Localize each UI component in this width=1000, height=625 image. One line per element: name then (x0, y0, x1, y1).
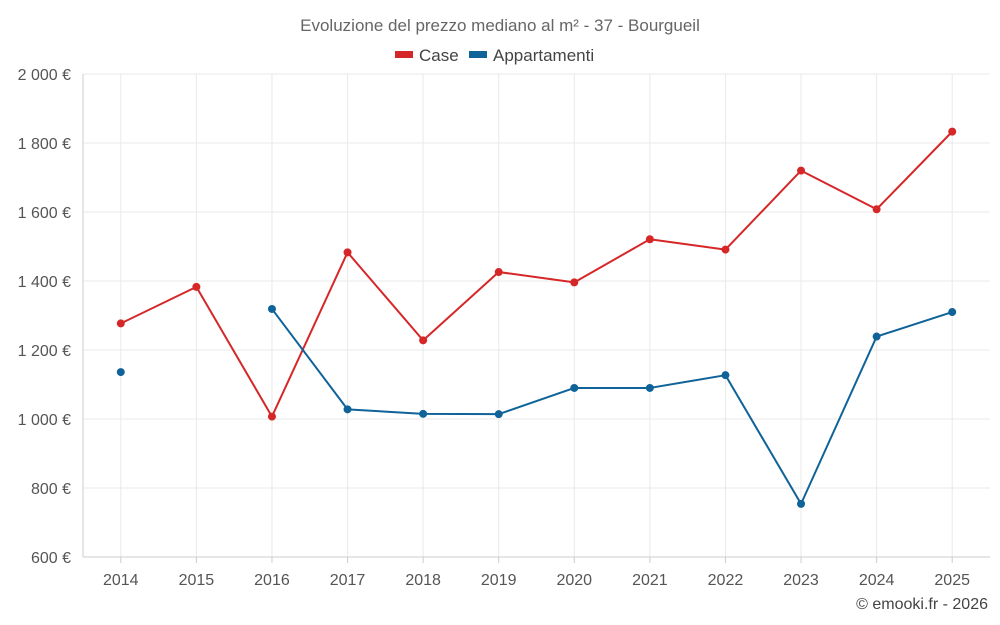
data-point-appartamenti[interactable] (948, 308, 957, 317)
x-tick-label: 2019 (481, 572, 517, 589)
data-point-appartamenti[interactable] (116, 368, 125, 377)
x-tick-label: 2023 (783, 572, 819, 589)
x-tick-label: 2024 (859, 572, 895, 589)
data-point-case[interactable] (797, 166, 806, 175)
credit-text: © emooki.fr - 2026 (856, 596, 988, 613)
grid (83, 73, 990, 558)
data-point-appartamenti[interactable] (721, 371, 730, 380)
data-point-case[interactable] (721, 245, 730, 254)
series-line-appartamenti (271, 308, 953, 505)
y-tick-label: 600 € (31, 550, 71, 567)
data-point-appartamenti[interactable] (419, 409, 428, 418)
x-tick-label: 2014 (103, 572, 139, 589)
data-point-case[interactable] (645, 235, 654, 244)
x-tick-label: 2025 (934, 572, 970, 589)
y-tick-label: 1 800 € (18, 136, 71, 153)
y-tick-label: 1 200 € (18, 343, 71, 360)
x-tick-label: 2021 (632, 572, 668, 589)
legend-swatch-appartamenti (469, 51, 487, 58)
legend-swatch-case (395, 51, 413, 58)
data-point-appartamenti[interactable] (872, 332, 881, 341)
axes (82, 74, 990, 563)
y-tick-label: 1 400 € (18, 274, 71, 291)
x-tick-label: 2020 (556, 572, 592, 589)
data-point-appartamenti[interactable] (494, 410, 503, 419)
legend-label-case[interactable]: Case (419, 46, 459, 65)
data-point-case[interactable] (192, 282, 201, 291)
data-point-case[interactable] (570, 278, 579, 287)
x-axis-ticks: 2014 2015 2016 2017 2018 2019 2020 2021 2022 2023… (103, 572, 970, 589)
x-tick-label: 2022 (708, 572, 744, 589)
data-point-case[interactable] (872, 205, 881, 214)
y-tick-label: 800 € (31, 481, 71, 498)
data-point-case[interactable] (494, 268, 503, 277)
x-tick-label: 2018 (405, 572, 441, 589)
series (116, 127, 957, 508)
legend-label-appartamenti[interactable]: Appartamenti (493, 46, 594, 65)
y-axis-ticks: 600 € 800 € 1 000 € 1 200 € 1 400 € 1 600 € 1 … (18, 67, 71, 567)
y-tick-label: 1 000 € (18, 412, 71, 429)
data-point-appartamenti[interactable] (570, 383, 579, 392)
y-tick-label: 1 600 € (18, 205, 71, 222)
x-tick-label: 2017 (330, 572, 366, 589)
x-tick-label: 2015 (179, 572, 215, 589)
legend[interactable]: Case Appartamenti (395, 46, 594, 65)
data-point-case[interactable] (267, 412, 276, 421)
series-case (116, 127, 957, 421)
data-point-case[interactable] (116, 319, 125, 328)
data-point-appartamenti[interactable] (645, 383, 654, 392)
data-point-case[interactable] (343, 248, 352, 257)
chart-title: Evoluzione del prezzo mediano al m² - 37… (300, 16, 700, 35)
data-point-appartamenti[interactable] (343, 405, 352, 414)
y-tick-label: 2 000 € (18, 67, 71, 84)
data-point-case[interactable] (948, 127, 957, 136)
series-line-case (120, 130, 953, 418)
series-appartamenti (116, 304, 957, 508)
data-point-appartamenti[interactable] (267, 304, 276, 313)
data-point-case[interactable] (419, 336, 428, 345)
x-tick-label: 2016 (254, 572, 290, 589)
data-point-appartamenti[interactable] (797, 499, 806, 508)
